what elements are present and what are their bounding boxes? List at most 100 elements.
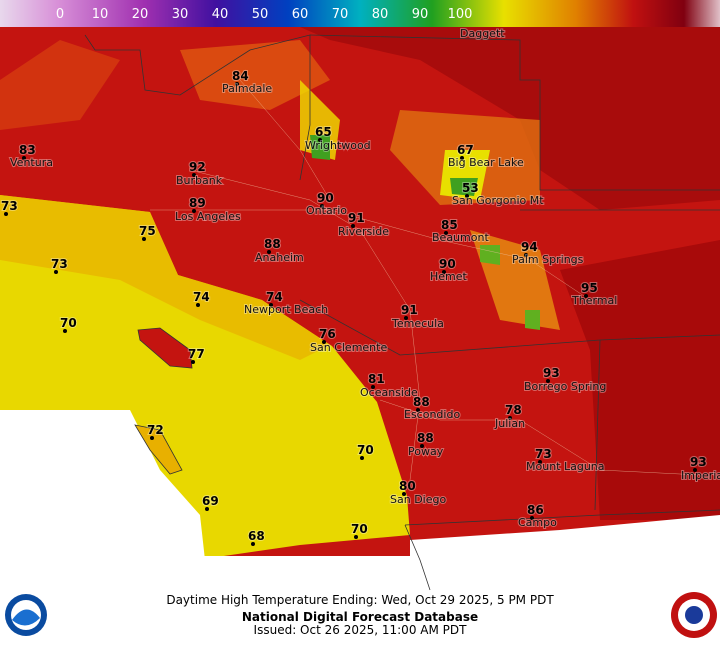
station-name: Thermal <box>571 294 617 307</box>
station-name: Los Angeles <box>175 210 241 223</box>
station-temp: 95 <box>581 281 598 295</box>
color-bar-label: 10 <box>92 7 109 22</box>
station-temp: 91 <box>401 303 418 317</box>
station-name: Wrightwood <box>305 139 371 152</box>
color-bar-label: 50 <box>252 7 269 22</box>
station-temp: 86 <box>527 503 544 517</box>
station-dot <box>351 224 355 228</box>
station-name: Julian <box>494 417 525 430</box>
station-dot <box>442 270 446 274</box>
station-dot <box>530 516 534 520</box>
station-dot <box>360 456 364 460</box>
station-temp: 73 <box>535 447 552 461</box>
station-temp: 69 <box>202 494 219 508</box>
station-temp: 76 <box>319 327 336 341</box>
station-temp: 89 <box>189 196 206 210</box>
station-dot <box>205 507 209 511</box>
station-name: Oceanside <box>360 386 418 399</box>
nws-logo <box>671 592 717 638</box>
station-name: Escondido <box>404 408 460 421</box>
station-temp: 94 <box>521 240 538 254</box>
station-dot <box>196 303 200 307</box>
footer-issued: Issued: Oct 26 2025, 11:00 AM PDT <box>254 623 468 637</box>
station-name: Riverside <box>338 225 389 238</box>
station-name: Burbank <box>176 174 223 187</box>
station-name: Newport Beach <box>244 303 328 316</box>
station-temp: 88 <box>413 395 430 409</box>
station-dot <box>546 379 550 383</box>
station-temp: 91 <box>348 211 365 225</box>
station-name: San Diego <box>390 493 446 506</box>
station-dot <box>191 360 195 364</box>
station-dot <box>54 270 58 274</box>
station-name: Big Bear Lake <box>448 156 524 169</box>
station-dot <box>192 209 196 213</box>
color-bar-label: 70 <box>332 7 349 22</box>
station-temp: 74 <box>266 290 283 304</box>
station-name: Daggett <box>460 27 505 40</box>
station-temp: 90 <box>317 191 334 205</box>
station-name: Beaumont <box>432 231 489 244</box>
footer-title: Daytime High Temperature Ending: Wed, Oc… <box>166 593 554 607</box>
station-dot <box>150 436 154 440</box>
station-temp: 81 <box>368 372 385 386</box>
color-bar-label: 0 <box>56 7 64 22</box>
station-dot <box>444 231 448 235</box>
station-name: Anaheim <box>255 251 304 264</box>
station-dot <box>416 408 420 412</box>
station-name: Palmdale <box>222 82 272 95</box>
station-temp: 80 <box>399 479 416 493</box>
station-temp: 72 <box>147 423 164 437</box>
station-dot <box>524 253 528 257</box>
station-name: Borrego Spring <box>524 380 606 393</box>
station-name: Ventura <box>10 156 53 169</box>
station-dot <box>693 468 697 472</box>
station-dot <box>465 194 469 198</box>
station-dot <box>4 212 8 216</box>
color-bar-label: 20 <box>132 7 149 22</box>
station-dot <box>318 138 322 142</box>
station-temp: 68 <box>248 529 265 543</box>
noaa-logo <box>5 594 47 636</box>
station-dot <box>371 385 375 389</box>
station-dot <box>420 444 424 448</box>
station-temp: 65 <box>315 125 332 139</box>
station-name: Palm Springs <box>512 253 584 266</box>
station-name: San Clemente <box>310 341 387 354</box>
station-temp: 73 <box>1 199 18 213</box>
station-temp: 73 <box>51 257 68 271</box>
color-bar <box>0 0 720 27</box>
station-dot <box>322 340 326 344</box>
color-bar-label: 100 <box>448 7 473 22</box>
station-dot <box>404 316 408 320</box>
station-name: Campo <box>518 516 557 529</box>
station-temp: 53 <box>462 181 479 195</box>
station-temp: 84 <box>232 69 249 83</box>
station-dot <box>63 329 67 333</box>
map <box>0 27 720 591</box>
station-name: Poway <box>408 445 444 458</box>
station-dot <box>235 82 239 86</box>
station-dot <box>320 204 324 208</box>
station-dot <box>354 535 358 539</box>
station-temp: 77 <box>188 347 205 361</box>
station-dot <box>508 416 512 420</box>
footer-source: National Digital Forecast Database <box>242 610 478 624</box>
station-dot <box>251 542 255 546</box>
station-temp: 93 <box>690 455 707 469</box>
station-dot <box>584 294 588 298</box>
station-dot <box>22 156 26 160</box>
station-temp: 85 <box>441 218 458 232</box>
station-temp: 83 <box>19 143 36 157</box>
station-temp: 70 <box>351 522 368 536</box>
station-dot <box>538 460 542 464</box>
color-bar-label: 60 <box>292 7 309 22</box>
station-name: Hemet <box>430 270 468 283</box>
station-temp: 88 <box>417 431 434 445</box>
station-dot <box>267 250 271 254</box>
color-bar-label: 30 <box>172 7 189 22</box>
station-dot <box>269 303 273 307</box>
station-name: San Gorgonio Mt <box>452 194 544 207</box>
color-bar-label: 80 <box>372 7 389 22</box>
